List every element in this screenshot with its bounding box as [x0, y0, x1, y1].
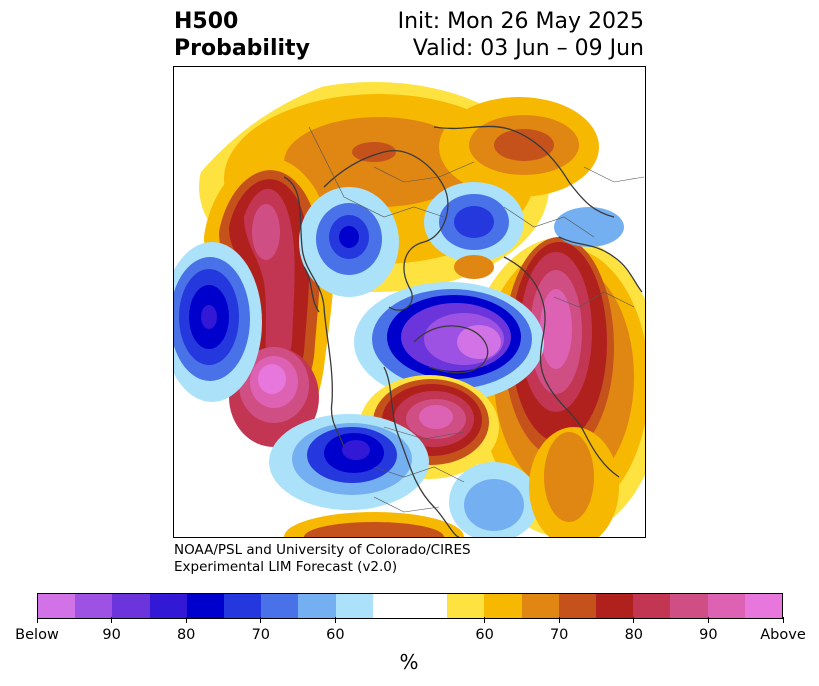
colorbar-tick: [633, 617, 635, 623]
colorbar-tick: [334, 617, 336, 623]
probability-field: [174, 67, 645, 537]
colorbar-swatch: [38, 594, 76, 618]
anomaly-siberia-low: [299, 187, 399, 297]
colorbar-swatch: [186, 594, 225, 618]
colorbar-tick-label: 90: [699, 627, 718, 643]
colorbar-tick-label: 70: [549, 627, 569, 643]
colorbar-swatch: [484, 594, 522, 618]
colorbar-swatch: [149, 594, 187, 618]
anomaly-north-pacific-low: [174, 242, 262, 402]
colorbar-tick-label: 90: [102, 627, 121, 643]
colorbar-swatch: [521, 594, 559, 618]
colorbar-tick: [707, 617, 709, 623]
colorbar-tick-label: 70: [251, 627, 271, 643]
colorbar-swatch: [372, 594, 411, 618]
title-line2: Probability: [174, 36, 310, 61]
colorbar-tick-label: 80: [176, 627, 196, 643]
colorbar-swatch: [112, 594, 150, 618]
valid-range: Valid: 03 Jun – 09 Jun: [412, 36, 644, 61]
colorbar-swatch: [633, 594, 671, 618]
anomaly-south-band: [284, 427, 619, 537]
anomaly-arctic-low: [424, 182, 524, 262]
colorbar-tick: [558, 617, 560, 623]
colorbar-tick-label: Above: [760, 627, 806, 643]
init-date: Init: Mon 26 May 2025: [397, 9, 644, 34]
colorbar-tick-label: 60: [326, 627, 345, 643]
map-title: H500 Probability: [174, 8, 310, 62]
colorbar-swatch: [75, 594, 113, 618]
date-info: Init: Mon 26 May 2025 Valid: 03 Jun – 09…: [398, 8, 644, 62]
probability-map: [173, 66, 646, 538]
polar-map-svg: [174, 67, 645, 537]
coastlines: [283, 125, 643, 537]
colorbar-unit-label: %: [399, 650, 419, 674]
colorbar-swatch: [410, 594, 448, 618]
colorbar-swatch: [298, 594, 336, 618]
colorbar-tick: [260, 617, 262, 623]
colorbar-swatch: [670, 594, 708, 618]
colorbar-tick: [36, 617, 38, 623]
colorbar-tick-label: 80: [624, 627, 644, 643]
colorbar: [37, 593, 783, 619]
colorbar-swatch: [224, 594, 262, 618]
anomaly-west-canada-low: [269, 414, 429, 510]
credit-line1: NOAA/PSL and University of Colorado/CIRE…: [174, 542, 471, 558]
borders: [308, 126, 645, 513]
colorbar-swatch: [261, 594, 299, 618]
colorbar-tick: [111, 617, 113, 623]
credit: NOAA/PSL and University of Colorado/CIRE…: [174, 542, 471, 576]
anomaly-northeast: [439, 97, 599, 197]
colorbar-tick: [185, 617, 187, 623]
title-line1: H500: [174, 9, 239, 34]
colorbar-swatch: [707, 594, 745, 618]
colorbar-swatch: [596, 594, 634, 618]
colorbar-tick-label: Below: [15, 627, 59, 643]
colorbar-swatch: [335, 594, 373, 618]
colorbar-swatch: [447, 594, 485, 618]
colorbar-tick: [782, 617, 784, 623]
colorbar-tick-label: 60: [475, 627, 494, 643]
colorbar-swatch: [558, 594, 597, 618]
colorbar-swatch: [744, 594, 783, 618]
credit-line2: Experimental LIM Forecast (v2.0): [174, 559, 398, 575]
colorbar-tick: [484, 617, 486, 623]
